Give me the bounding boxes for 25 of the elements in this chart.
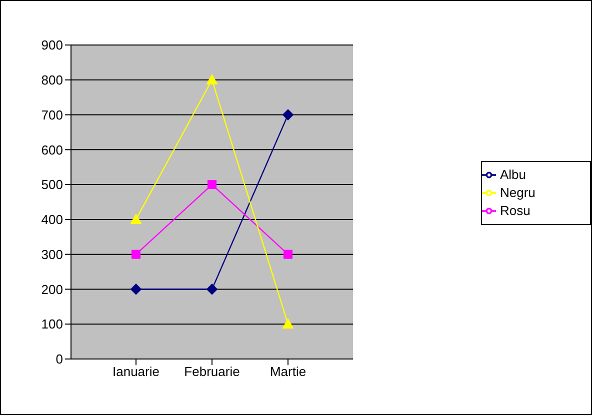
y-tick-label: 900 (41, 38, 63, 53)
point (208, 180, 216, 190)
point (284, 250, 292, 259)
y-tick-label: 600 (41, 142, 63, 158)
y-tick-label: 0 (56, 352, 63, 367)
point (132, 250, 140, 259)
legend-label: Negru (500, 185, 536, 200)
point (206, 74, 218, 84)
legend-label: Albu (500, 167, 526, 182)
y-tick-label: 800 (41, 72, 63, 88)
y-tick-label: 500 (41, 177, 63, 192)
point (130, 284, 142, 295)
x-tick-label: Februarie (184, 364, 240, 380)
y-tick-label: 100 (41, 316, 63, 332)
point (130, 214, 142, 224)
y-tick-label: 200 (41, 282, 63, 297)
point (282, 109, 294, 120)
x-tick-label: Martie (270, 364, 306, 380)
legend-label: Rosu (500, 203, 530, 218)
point (206, 284, 218, 295)
y-tick-label: 400 (41, 212, 63, 228)
point (282, 318, 294, 329)
y-tick-label: 700 (41, 107, 63, 122)
x-tick-label: Ianuarie (112, 364, 160, 380)
y-tick-label: 300 (41, 246, 63, 262)
